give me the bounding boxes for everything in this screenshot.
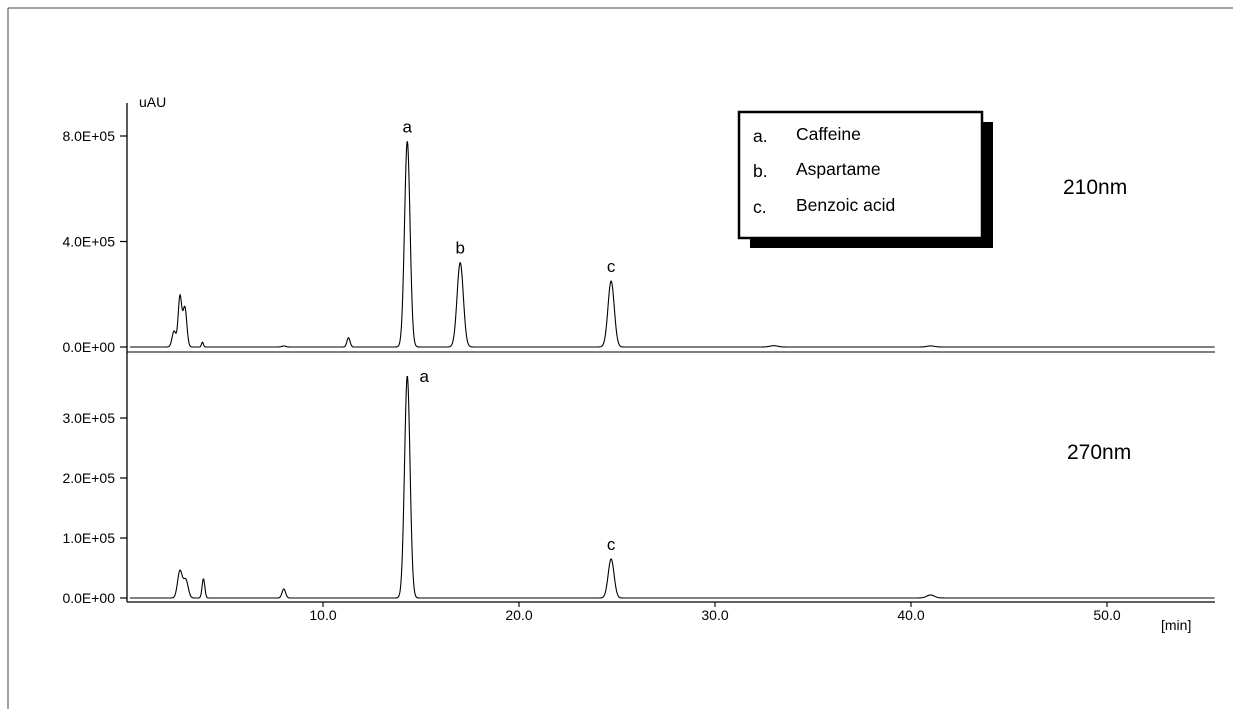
y-tick-label: 3.0E+05 [62,410,115,426]
y-tick-label: 0.0E+00 [62,339,115,355]
legend-item-benzoic-acid: Benzoic acid [796,195,895,215]
x-ticks: 10.0 20.0 30.0 40.0 50.0 [309,602,1121,623]
y-tick-label: 0.0E+00 [62,590,115,606]
wavelength-label-210nm: 210nm [1063,176,1127,199]
trace-270nm [129,376,1215,599]
legend-box [737,110,984,240]
x-tick-label: 50.0 [1093,607,1120,623]
y-tick-label: 8.0E+05 [62,128,115,144]
panel-270nm: 0.0E+001.0E+052.0E+053.0E+05 ac 270nm 10… [62,352,1215,633]
y-ticks-270nm: 0.0E+00 1.0E+05 2.0E+05 3.0E+05 [62,410,127,606]
x-tick-label: 30.0 [701,607,728,623]
peak-label-a-270nm: a [420,367,430,386]
legend-key-c: c. [753,197,767,217]
peak-labels-270nm: ac [420,367,616,554]
legend-key-b: b. [753,161,768,181]
y-unit-label: uAU [139,94,166,110]
legend-item-aspartame: Aspartame [796,159,881,179]
x-tick-label: 10.0 [309,607,336,623]
legend-item-caffeine: Caffeine [796,124,861,144]
legend-key-a: a. [753,126,768,146]
peak-label-a-210nm: a [403,117,413,136]
panel-210nm: uAU 0.0E+00 4.0E+05 8.0E+05 a b c 210nm [62,94,1215,355]
y-tick-label: 1.0E+05 [62,530,115,546]
peak-label-b-210nm: b [455,239,464,258]
x-unit-label: [min] [1161,617,1191,633]
y-tick-label: 2.0E+05 [62,470,115,486]
y-tick-label: 4.0E+05 [62,234,115,250]
peak-label-c-270nm: c [607,535,616,554]
trace-210nm [129,141,1215,348]
peak-labels-210nm: a b c [403,117,616,276]
x-tick-label: 20.0 [505,607,532,623]
peak-label-c-210nm: c [607,257,616,276]
legend: a. Caffeine b. Aspartame c. Benzoic acid [737,110,993,248]
wavelength-label-270nm: 270nm [1067,441,1131,464]
y-ticks-210nm: 0.0E+00 4.0E+05 8.0E+05 [62,128,127,355]
x-tick-label: 40.0 [897,607,924,623]
